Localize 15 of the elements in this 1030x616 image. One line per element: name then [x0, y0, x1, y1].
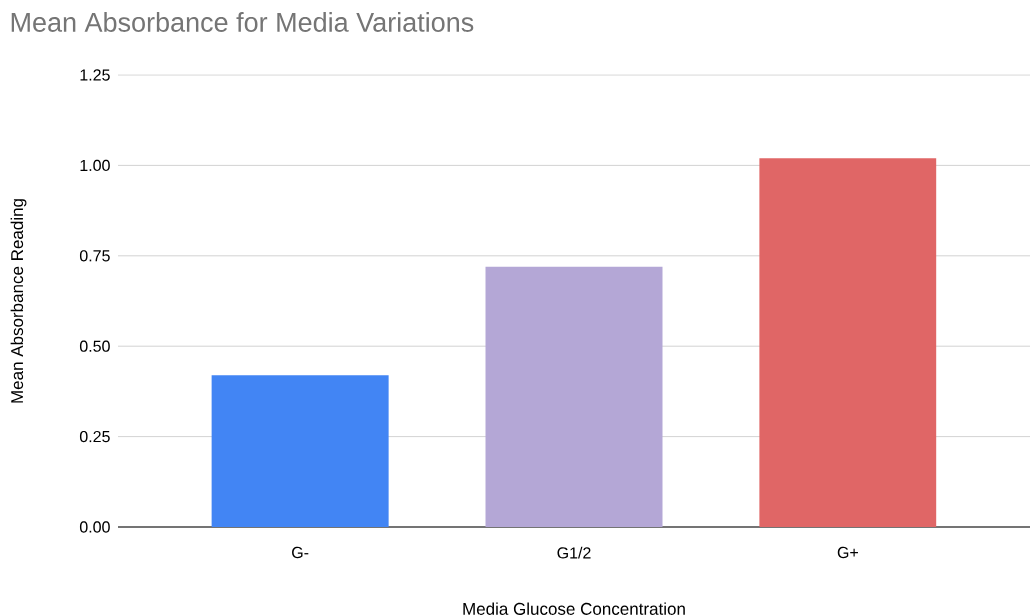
x-tick-label: G1/2	[557, 546, 591, 559]
y-tick-label: 0.25	[79, 430, 110, 443]
y-tick-label: 0.00	[79, 521, 110, 533]
bar	[485, 266, 663, 527]
y-tick-label: 0.75	[79, 250, 110, 262]
y-tick-label: 0.50	[79, 340, 110, 352]
y-tick-label: 1.25	[80, 69, 110, 81]
bar	[211, 375, 389, 527]
chart-title: Mean Absorbance for Media Variations	[11, 12, 474, 32]
y-axis-title: Mean Absorbance Reading	[10, 199, 27, 403]
x-axis-title: Media Glucose Concentration	[463, 602, 685, 615]
y-tick-label: 1.00	[80, 159, 110, 172]
x-tick-label: G+	[837, 546, 858, 559]
x-tick-label: G-	[292, 546, 309, 559]
bar	[759, 158, 937, 527]
